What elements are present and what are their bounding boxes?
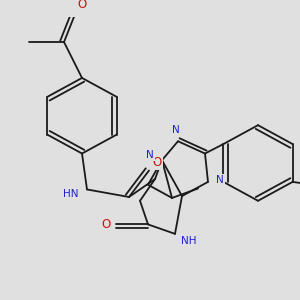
Text: N: N [146,150,154,161]
Text: HN: HN [63,189,79,199]
Text: O: O [77,0,87,11]
Text: O: O [152,157,162,169]
Text: NH: NH [181,236,197,246]
Text: N: N [216,175,224,185]
Text: O: O [101,218,111,231]
Text: N: N [172,125,180,135]
